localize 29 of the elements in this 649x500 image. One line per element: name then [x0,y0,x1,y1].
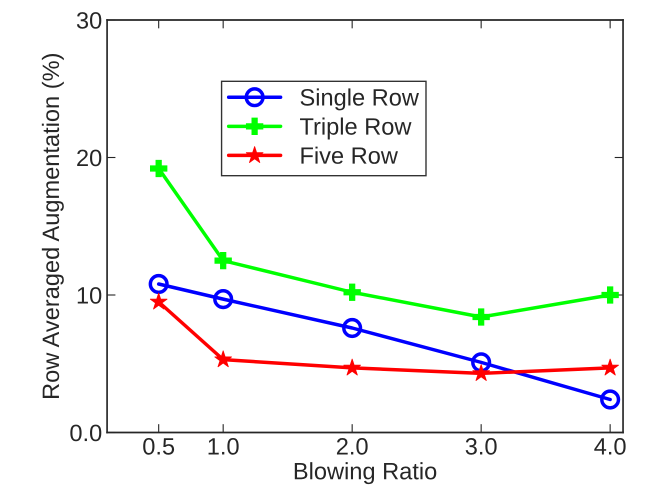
y-axis-title: Row Averaged Augmentation (%) [42,54,64,398]
x-tick-label: 2.0 [336,438,368,455]
legend-label: Single Row [300,88,419,110]
x-tick-label: 1.0 [208,438,239,455]
y-tick-label: 10 [78,287,102,304]
point [150,160,168,178]
point [213,289,234,310]
point [472,364,490,382]
point [343,284,361,301]
point [214,350,232,368]
y-tick-label: 20 [77,150,102,166]
y-tick-label: 30 [76,12,102,29]
point [214,252,232,270]
x-tick-label: 3.0 [466,438,497,455]
point [472,308,490,326]
point [148,274,169,294]
point [343,358,362,376]
point [471,352,492,372]
x-tick-label: 0.5 [143,438,174,455]
legend-label: Triple Row [300,117,412,140]
legend-label: Five Row [301,146,398,164]
point [601,358,620,376]
y-tick-label: 0.0 [70,424,102,442]
x-tick-label: 4.0 [594,438,626,455]
point [601,286,619,304]
point [342,318,362,338]
point [150,292,168,310]
point [600,389,620,410]
x-axis-title: Blowing Ratio [294,462,436,484]
